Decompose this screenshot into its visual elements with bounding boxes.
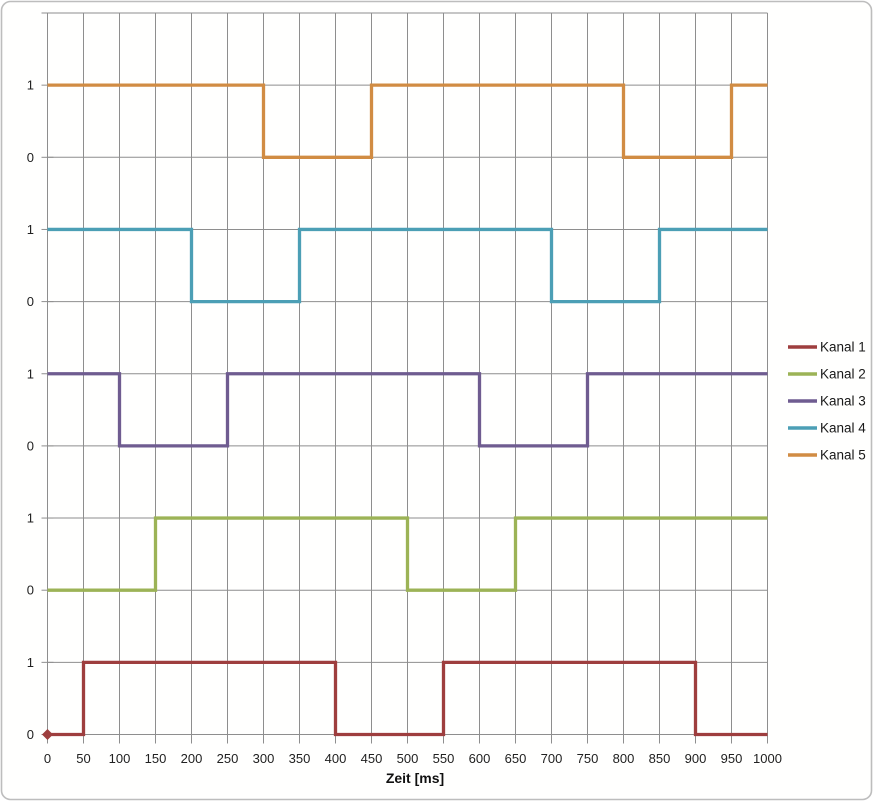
x-tick-label: 250	[217, 751, 239, 766]
waveform-kanal-3	[47, 372, 768, 448]
x-tick-label: 650	[505, 751, 527, 766]
x-tick-label: 800	[613, 751, 635, 766]
legend-entry: Kanal 3	[788, 394, 866, 409]
waveform-kanal-5	[47, 83, 768, 159]
legend: Kanal 1 Kanal 2 Kanal 3 Kanal 4 Kanal 5	[788, 340, 866, 463]
legend-entry: Kanal 2	[788, 367, 866, 382]
legend-label: Kanal 1	[820, 340, 866, 355]
y-tick-label: 1	[27, 78, 34, 93]
x-tick-label: 150	[145, 751, 167, 766]
y-tick-label: 0	[27, 583, 34, 598]
y-tick-label: 1	[27, 366, 34, 381]
y-tick-label: 1	[27, 222, 34, 237]
x-tick-label: 100	[109, 751, 131, 766]
x-tick-label: 200	[181, 751, 203, 766]
y-tick-label: 1	[27, 511, 34, 526]
x-tick-label: 700	[541, 751, 563, 766]
legend-label: Kanal 5	[820, 448, 866, 463]
y-tick-label: 0	[27, 150, 34, 165]
x-tick-label: 400	[325, 751, 347, 766]
diamond-marker	[42, 729, 53, 740]
y-tick-label: 0	[27, 438, 34, 453]
x-axis-title: Zeit [ms]	[386, 770, 444, 786]
x-tick-labels: 0 50 100 150 200 250 300 350 400 450 500 550 600 650 7…	[44, 751, 782, 766]
y-tick-label: 1	[27, 655, 34, 670]
x-tick-label: 450	[361, 751, 383, 766]
x-tick-label: 0	[44, 751, 51, 766]
y-tick-labels: 0 1 0 1 0 1 0 1 0 1	[27, 78, 34, 742]
legend-entry: Kanal 1	[788, 340, 866, 355]
x-tick-label: 50	[76, 751, 90, 766]
waveform-kanal-2	[47, 516, 768, 592]
x-tick-label: 550	[433, 751, 455, 766]
series-layer	[42, 83, 768, 740]
legend-label: Kanal 4	[820, 421, 866, 436]
waveform-kanal-1	[47, 660, 768, 737]
x-tick-label: 1000	[753, 751, 782, 766]
y-tick-label: 0	[27, 727, 34, 742]
legend-entry: Kanal 4	[788, 421, 866, 436]
x-tick-label: 600	[469, 751, 491, 766]
legend-entry: Kanal 5	[788, 448, 866, 463]
x-tick-label: 900	[685, 751, 707, 766]
x-tick-label: 350	[289, 751, 311, 766]
x-tick-label: 300	[253, 751, 275, 766]
legend-label: Kanal 2	[820, 367, 866, 382]
waveform-kanal-4	[47, 227, 768, 304]
x-tick-label: 850	[649, 751, 671, 766]
y-tick-label: 0	[27, 294, 34, 309]
x-tick-label: 950	[721, 751, 743, 766]
x-tick-label: 500	[397, 751, 419, 766]
x-tick-label: 750	[577, 751, 599, 766]
legend-label: Kanal 3	[820, 394, 866, 409]
